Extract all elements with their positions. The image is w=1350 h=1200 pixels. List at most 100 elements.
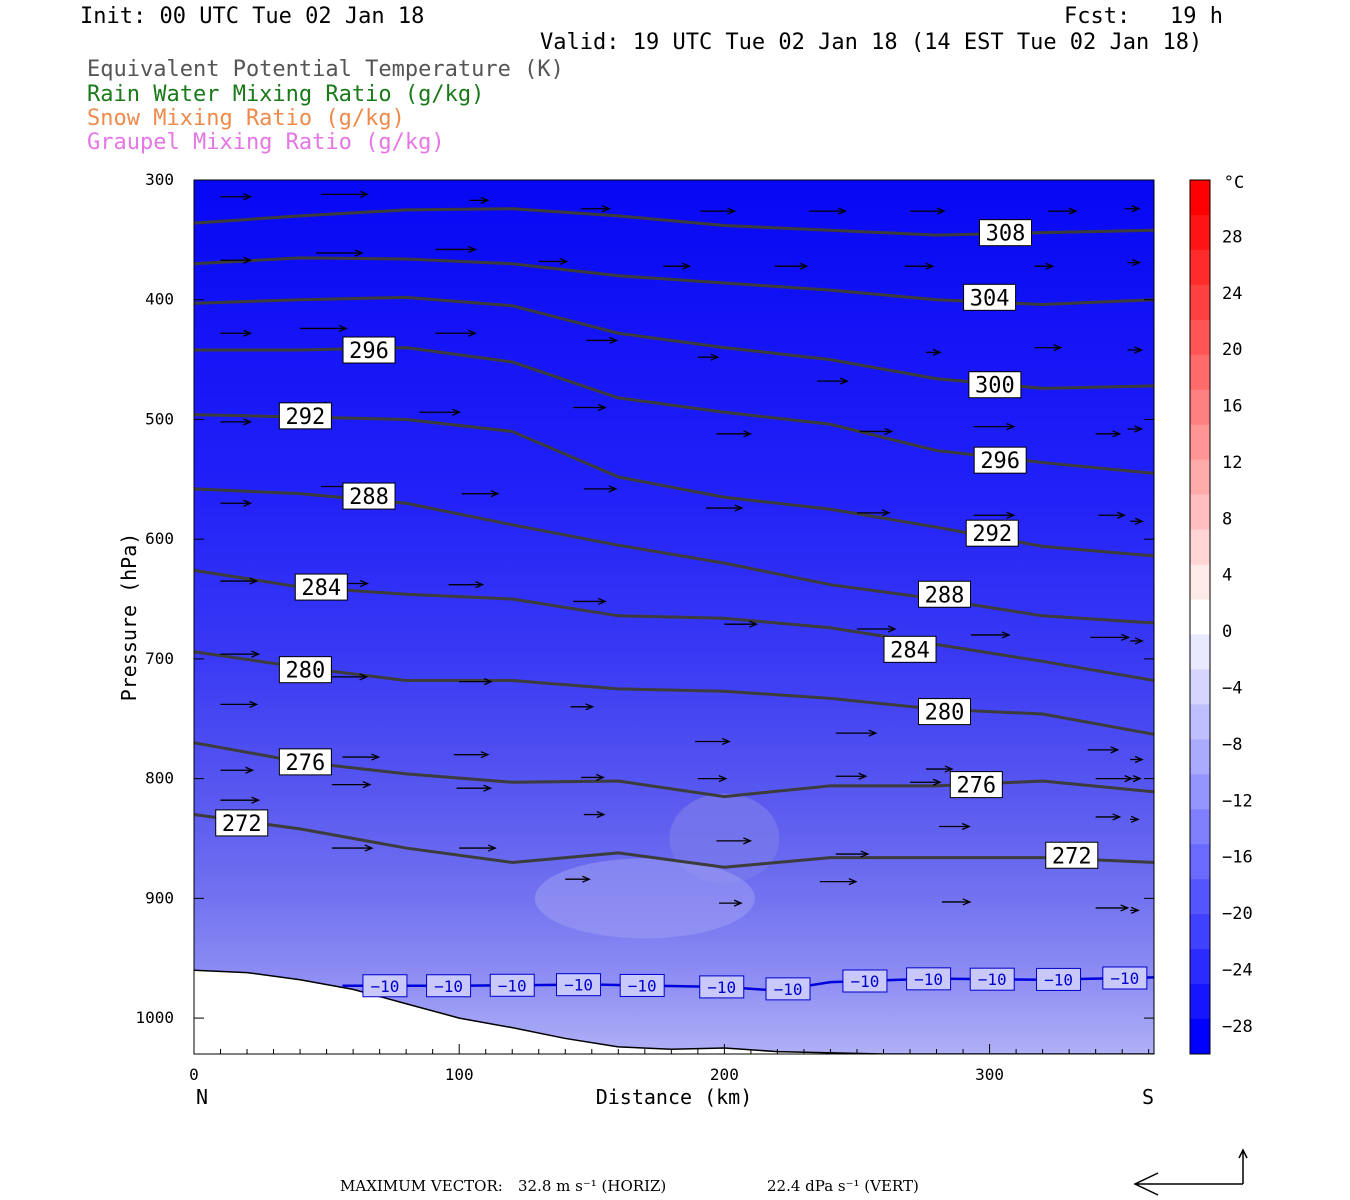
wind-vector-head: [487, 844, 497, 852]
wind-vector-head: [721, 737, 731, 746]
colorbar-segment: [1190, 389, 1210, 426]
colorbar-tick-label: −28: [1222, 1017, 1253, 1037]
y-tick-label: 700: [145, 649, 174, 668]
wind-vector-head: [360, 190, 369, 198]
theta-e-label-box: [949, 771, 1003, 799]
isotherm-label: −10: [850, 972, 879, 991]
wind-vector-head: [559, 257, 569, 266]
wind-vector-head: [249, 577, 259, 585]
wind-vector-head: [1134, 755, 1144, 764]
y-tick-label: 400: [145, 290, 174, 309]
colorbar-segment: [1190, 564, 1210, 601]
wind-vector-head: [475, 581, 485, 589]
wind-vector-head: [468, 245, 477, 254]
isotherm-label-box: [906, 967, 952, 991]
wind-vector-head: [1110, 746, 1120, 754]
theta-e-label-box: [883, 635, 937, 663]
wind-vector-head: [243, 499, 253, 507]
wind-vector-head: [682, 262, 692, 270]
y-tick-label: 800: [145, 769, 174, 788]
theta-e-label-box: [1045, 841, 1099, 869]
colorbar-unit: °C: [1224, 173, 1244, 193]
wind-vector-head: [1132, 259, 1142, 267]
field-label-graupel: Graupel Mixing Ratio (g/kg): [87, 130, 445, 155]
theta-e-label: 280: [286, 659, 326, 684]
isotherm-label: −10: [564, 976, 593, 995]
init-time: Init: 00 UTC Tue 02 Jan 18: [80, 4, 425, 29]
isotherm-label-box: [842, 969, 888, 993]
y-tick-label: 900: [145, 888, 174, 907]
isotherm-label: −10: [914, 970, 943, 989]
theta-e-label: 280: [925, 701, 965, 726]
isotherm-label: −10: [1110, 969, 1139, 988]
wind-vector-head: [483, 678, 493, 686]
colorbar-segment: [1190, 214, 1210, 251]
isotherm-label: −10: [1044, 970, 1073, 989]
theta-e-label: 272: [222, 812, 262, 837]
wind-vector-head: [245, 766, 255, 774]
theta-e-label-box: [917, 580, 971, 608]
isotherm-label: −10: [434, 977, 463, 996]
max-vector-vert: 22.4 dPa s⁻¹ (VERT): [767, 1177, 919, 1195]
lowlevel-shading: [534, 858, 755, 939]
theta-e-contour-284: [194, 568, 1154, 682]
wind-vector-head: [848, 877, 858, 886]
wind-vector-head: [887, 625, 897, 633]
wind-vector-head: [360, 579, 369, 588]
wind-vector-head: [597, 403, 607, 412]
colorbar-segment: [1190, 949, 1210, 985]
wind-vector-head: [733, 899, 743, 907]
theta-e-label: 288: [925, 583, 965, 608]
isotherm-label-box: [765, 977, 811, 1001]
wind-vector-head: [608, 485, 618, 493]
wind-vector-head: [364, 844, 374, 852]
wind-vector-head: [1134, 346, 1144, 354]
colorbar-tick-label: 0: [1222, 622, 1232, 642]
x-tick-label: 200: [710, 1065, 739, 1084]
warm-pocket-shading: [669, 793, 780, 884]
x-axis-title: Distance (km): [596, 1085, 753, 1109]
wind-vector-head: [585, 703, 595, 711]
field-label-theta-e: Equivalent Potential Temperature (K): [87, 57, 564, 82]
wind-vector-head: [961, 822, 971, 831]
max-vector-horiz: 32.8 m s⁻¹ (HORIZ): [518, 1177, 667, 1195]
wind-vector-head: [858, 772, 868, 780]
theta-e-label-box: [278, 656, 332, 684]
x-tick-label: 0: [189, 1065, 199, 1084]
wind-vector-head: [1134, 425, 1144, 433]
wind-vector-head: [1001, 631, 1011, 639]
isotherm-label-box: [489, 973, 535, 997]
colorbar-segment: [1190, 1019, 1210, 1055]
colorbar-segment: [1190, 774, 1210, 810]
field-label-snow: Snow Mixing Ratio (g/kg): [87, 106, 405, 131]
theta-e-label-box: [978, 219, 1032, 247]
wind-vector-head: [925, 262, 935, 270]
wind-vector-head: [932, 348, 942, 357]
wind-vector-head: [799, 262, 809, 270]
theta-e-label-box: [973, 446, 1027, 474]
wind-vector-head: [359, 673, 369, 681]
y-tick-label: 500: [145, 409, 174, 428]
theta-e-label-box: [965, 519, 1019, 547]
colorbar-segment: [1190, 459, 1210, 496]
x-end-label-north: N: [196, 1085, 208, 1109]
theta-e-label: 292: [972, 522, 1012, 547]
wind-vector-head: [936, 207, 946, 215]
theta-e-label: 296: [980, 449, 1020, 474]
colorbar-segment: [1190, 739, 1210, 775]
wind-vector-head: [1006, 511, 1016, 519]
colorbar-segment: [1190, 180, 1210, 216]
y-tick-label: 1000: [135, 1008, 174, 1027]
theta-e-label: 296: [349, 339, 389, 364]
wind-vector-head: [1045, 262, 1055, 270]
wind-vector-head: [1134, 637, 1144, 645]
valid-time: Valid: 19 UTC Tue 02 Jan 18 (14 EST Tue …: [540, 30, 1203, 55]
wind-vector-head: [468, 329, 477, 337]
wind-vector-head: [338, 324, 348, 333]
colorbar-segment: [1190, 284, 1210, 321]
vertical-vector-legend-head: [1238, 1148, 1248, 1159]
wind-vector-head: [1131, 205, 1141, 213]
colorbar-segment: [1190, 634, 1210, 670]
wind-vector-head: [480, 751, 490, 759]
theta-e-label: 276: [956, 774, 996, 799]
